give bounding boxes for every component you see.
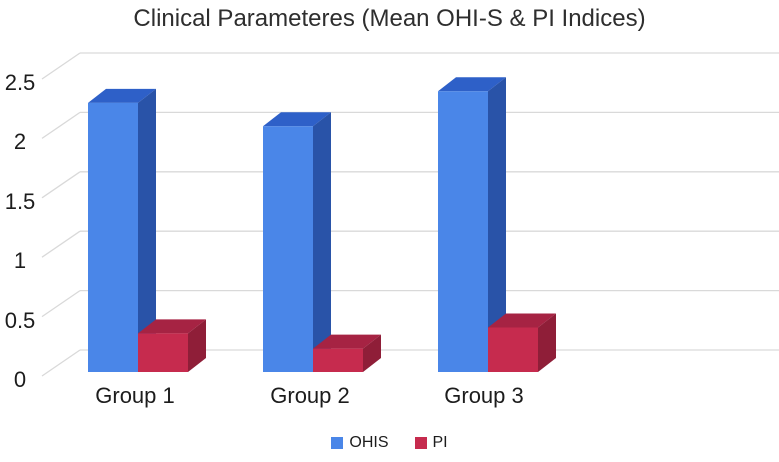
bar-side-face [538,313,556,372]
bar-ohis-group-3 [438,77,506,372]
legend-label-ohis: OHIS [349,434,389,451]
bar-front-face [138,333,188,372]
gridline-diagonal-0 [41,349,81,377]
bar-front-face [88,102,138,373]
x-axis-label-group-2: Group 2 [270,383,350,408]
legend-item-ohis: OHIS [331,434,389,452]
bar-top-face [313,334,381,349]
y-axis-tick-0-5: 0.5 [4,308,36,333]
bar-top-face [263,112,331,127]
bar-front-face [313,348,363,372]
legend: OHIS PI [0,434,779,452]
bar-front-face [263,126,313,372]
bar-pi-group-1 [138,319,206,372]
bar-ohis-group-2 [263,112,331,373]
legend-swatch-ohis-icon [331,437,344,449]
x-axis-label-group-1: Group 1 [95,383,175,408]
y-axis-tick-0: 0 [13,367,27,392]
bar-front-face [488,327,538,372]
y-axis-tick-2-5: 2.5 [4,70,36,95]
bar-side-face [313,112,331,373]
bar-top-face [488,313,556,328]
bar-side-face [138,88,156,373]
legend-swatch-pi-icon [414,437,427,449]
bar-side-face [488,77,506,372]
y-axis-tick-1-5: 1.5 [4,189,36,214]
bar-top-face [88,88,156,103]
gridline-diagonal-1.5 [41,171,81,199]
gridline-diagonal-0.5 [41,290,81,318]
gridline-diagonal-1 [41,230,81,258]
bar-pi-group-2 [313,334,381,372]
bar-front-face [438,91,488,372]
legend-label-pi: PI [432,434,448,451]
bar-top-face [438,77,506,92]
y-axis-tick-2: 2 [13,129,27,154]
bar-side-face [188,319,206,372]
gridline-diagonal-2.5 [41,52,81,80]
chart-title: Clinical Parameteres (Mean OHI-S & PI In… [133,5,646,32]
x-axis-label-group-3: Group 3 [444,383,524,408]
y-axis-tick-1: 1 [13,248,27,273]
legend-item-pi: PI [414,434,448,452]
bar-top-face [138,319,206,334]
bar-side-face [363,334,381,372]
bar-ohis-group-1 [88,88,156,373]
bar-pi-group-3 [488,313,556,372]
gridline-diagonal-2 [41,111,81,139]
